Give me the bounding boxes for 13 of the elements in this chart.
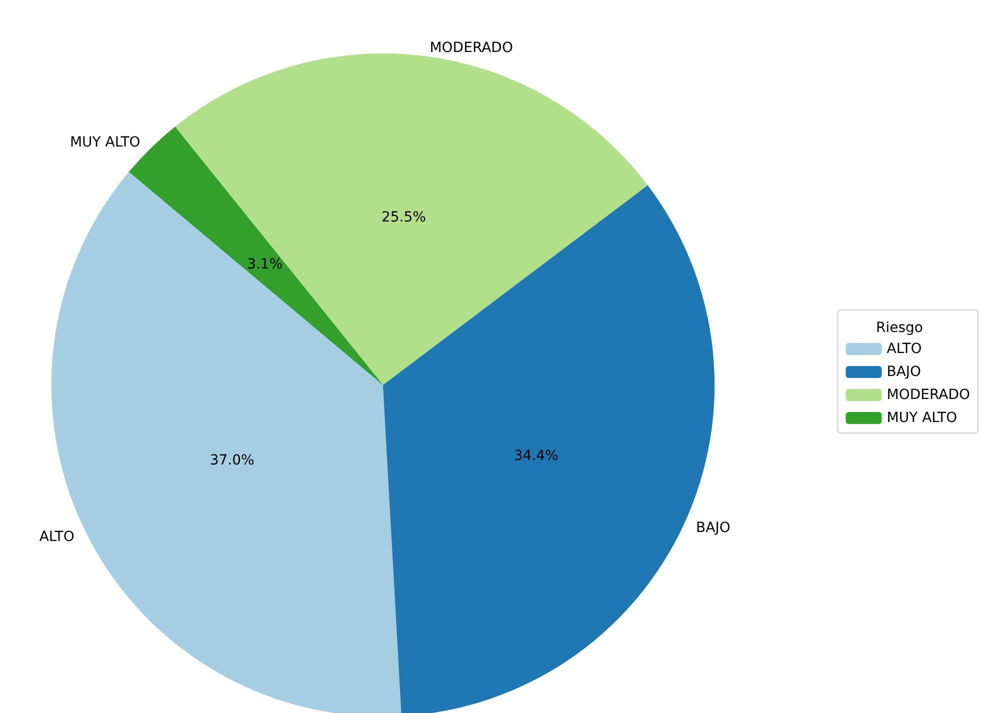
legend-label: ALTO bbox=[886, 341, 922, 357]
slice-label: MUY ALTO bbox=[70, 134, 140, 151]
legend-label: MUY ALTO bbox=[886, 410, 958, 426]
data-label: 34.4% bbox=[514, 448, 558, 464]
data-label: 25.5% bbox=[381, 210, 426, 226]
slice-label: MODERADO bbox=[430, 40, 513, 56]
slice-label: ALTO bbox=[39, 529, 74, 546]
slice-label: BAJO bbox=[696, 520, 730, 536]
data-label: 37.0% bbox=[210, 452, 254, 469]
legend-label: MODERADO bbox=[886, 387, 970, 403]
data-label: 3.1% bbox=[247, 256, 283, 272]
legend-label: BAJO bbox=[886, 364, 922, 380]
legend-title: Riesgo bbox=[876, 320, 924, 336]
